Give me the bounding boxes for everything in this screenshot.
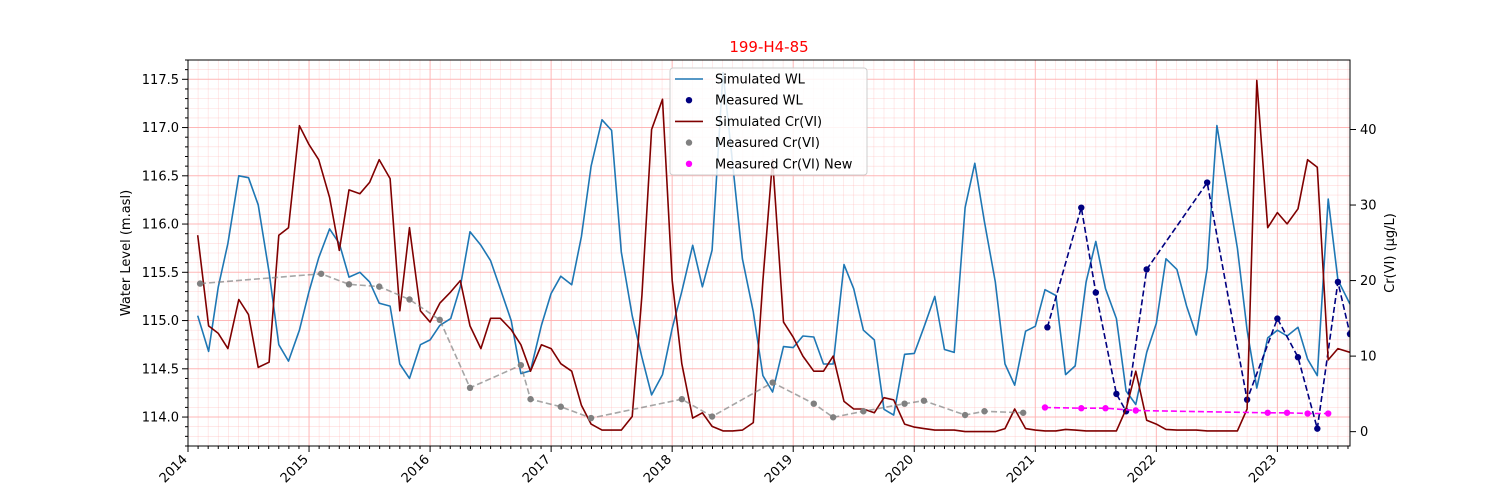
- x-tick-label: 2018: [641, 452, 675, 486]
- data-point-measured-cr-vi: [557, 403, 565, 410]
- data-point-measured-wl: [1113, 390, 1120, 398]
- legend-label: Measured WL: [715, 94, 803, 109]
- x-tick-label: 2016: [399, 452, 433, 486]
- data-point-measured-cr-vi-new: [1264, 409, 1271, 416]
- legend-label: Simulated Cr(VI): [715, 115, 822, 130]
- y-tick-label-left: 116.0: [142, 218, 179, 233]
- legend: Simulated WL Measured WL Simulated Cr(VI) M…: [669, 67, 868, 176]
- x-tick-label: 2015: [278, 452, 312, 486]
- data-point-measured-cr-vi: [406, 296, 413, 303]
- x-tick-label: 2014: [157, 452, 191, 486]
- data-point-measured-wl: [1092, 289, 1100, 296]
- data-point-measured-cr-vi-new: [1304, 410, 1311, 417]
- data-point-measured-cr-vi: [587, 414, 595, 422]
- y-tick-label-left: 117.5: [142, 73, 179, 88]
- data-point-measured-cr-vi-new: [1102, 405, 1109, 412]
- series-line-measured-cr-vi: [200, 272, 1024, 419]
- data-point-measured-cr-vi-new: [1132, 407, 1139, 414]
- data-point-measured-cr-vi: [901, 400, 908, 407]
- data-point-measured-cr-vi: [981, 408, 988, 415]
- y-tick-label-right: 40: [1360, 123, 1377, 138]
- series-line-simulated-wl: [196, 71, 1350, 416]
- y-tick-label-right: 30: [1360, 199, 1377, 214]
- data-point-measured-wl: [1346, 330, 1350, 338]
- data-point-measured-cr-vi: [769, 379, 776, 386]
- x-tick-label: 2023: [1246, 452, 1280, 486]
- legend-label: Measured Cr(VI) New: [715, 157, 853, 172]
- y-tick-label-right: 20: [1360, 274, 1377, 289]
- data-point-measured-cr-vi: [678, 395, 686, 403]
- y-tick-label-left: 117.0: [142, 121, 179, 136]
- data-point-measured-wl: [1294, 354, 1302, 361]
- x-tick-label: 2019: [762, 452, 796, 486]
- y-tick-label-left: 116.5: [142, 169, 179, 184]
- data-point-measured-wl: [1334, 278, 1342, 286]
- series-line-measured-wl: [1046, 180, 1350, 429]
- data-point-measured-wl: [1314, 425, 1321, 432]
- x-tick-label: 2022: [1125, 452, 1159, 486]
- data-point-measured-cr-vi-new: [1041, 404, 1049, 411]
- y-tick-label-right: 10: [1360, 350, 1377, 365]
- data-point-measured-cr-vi: [810, 400, 817, 407]
- y-tick-label-right: 0: [1360, 425, 1368, 440]
- data-point-measured-cr-vi: [961, 411, 969, 419]
- y-axis-title-left: Water Level (m.asl): [119, 190, 134, 316]
- data-point-measured-wl: [1143, 266, 1150, 273]
- data-point-measured-cr-vi: [920, 397, 928, 404]
- series-line-measured-cr-vi-new: [1044, 406, 1329, 415]
- data-point-measured-wl: [1078, 204, 1085, 211]
- data-point-measured-cr-vi: [345, 281, 353, 288]
- data-point-measured-wl: [1274, 315, 1281, 322]
- data-point-measured-cr-vi: [860, 408, 867, 415]
- legend-marker-swatch: [685, 160, 693, 167]
- data-point-measured-cr-vi: [466, 384, 474, 392]
- x-tick-label: 2017: [520, 452, 554, 486]
- x-tick-label: 2020: [883, 452, 917, 486]
- data-point-measured-cr-vi: [708, 413, 716, 420]
- data-point-measured-cr-vi: [196, 280, 204, 287]
- legend-marker-swatch: [685, 97, 693, 104]
- plot-area: [196, 71, 1350, 433]
- data-point-measured-cr-vi: [517, 361, 525, 369]
- data-point-measured-cr-vi-new: [1325, 410, 1332, 417]
- data-point-measured-cr-vi: [527, 395, 534, 403]
- data-point-measured-cr-vi-new: [1078, 405, 1085, 412]
- data-point-measured-cr-vi: [1019, 409, 1027, 416]
- legend-marker-swatch: [685, 139, 693, 146]
- data-point-measured-wl: [1203, 179, 1211, 186]
- legend-label: Measured Cr(VI): [715, 136, 820, 151]
- data-point-measured-cr-vi: [376, 283, 383, 290]
- x-tick-label: 2021: [1004, 452, 1038, 486]
- y-tick-label-left: 115.5: [142, 266, 179, 281]
- chart-title: 199-H4-85: [729, 38, 808, 56]
- y-tick-label-left: 115.0: [142, 314, 179, 329]
- y-axis-title-right: Cr(VI) (µg/L): [1383, 213, 1398, 293]
- data-point-measured-cr-vi: [829, 414, 837, 421]
- data-point-measured-cr-vi: [436, 316, 443, 324]
- data-point-measured-wl: [1044, 324, 1051, 331]
- data-point-measured-cr-vi: [317, 270, 325, 277]
- legend-label: Simulated WL: [715, 73, 806, 88]
- legend-box: [669, 67, 868, 176]
- y-tick-label-left: 114.5: [142, 362, 179, 377]
- data-point-measured-cr-vi-new: [1283, 409, 1291, 416]
- y-tick-label-left: 114.0: [142, 411, 179, 426]
